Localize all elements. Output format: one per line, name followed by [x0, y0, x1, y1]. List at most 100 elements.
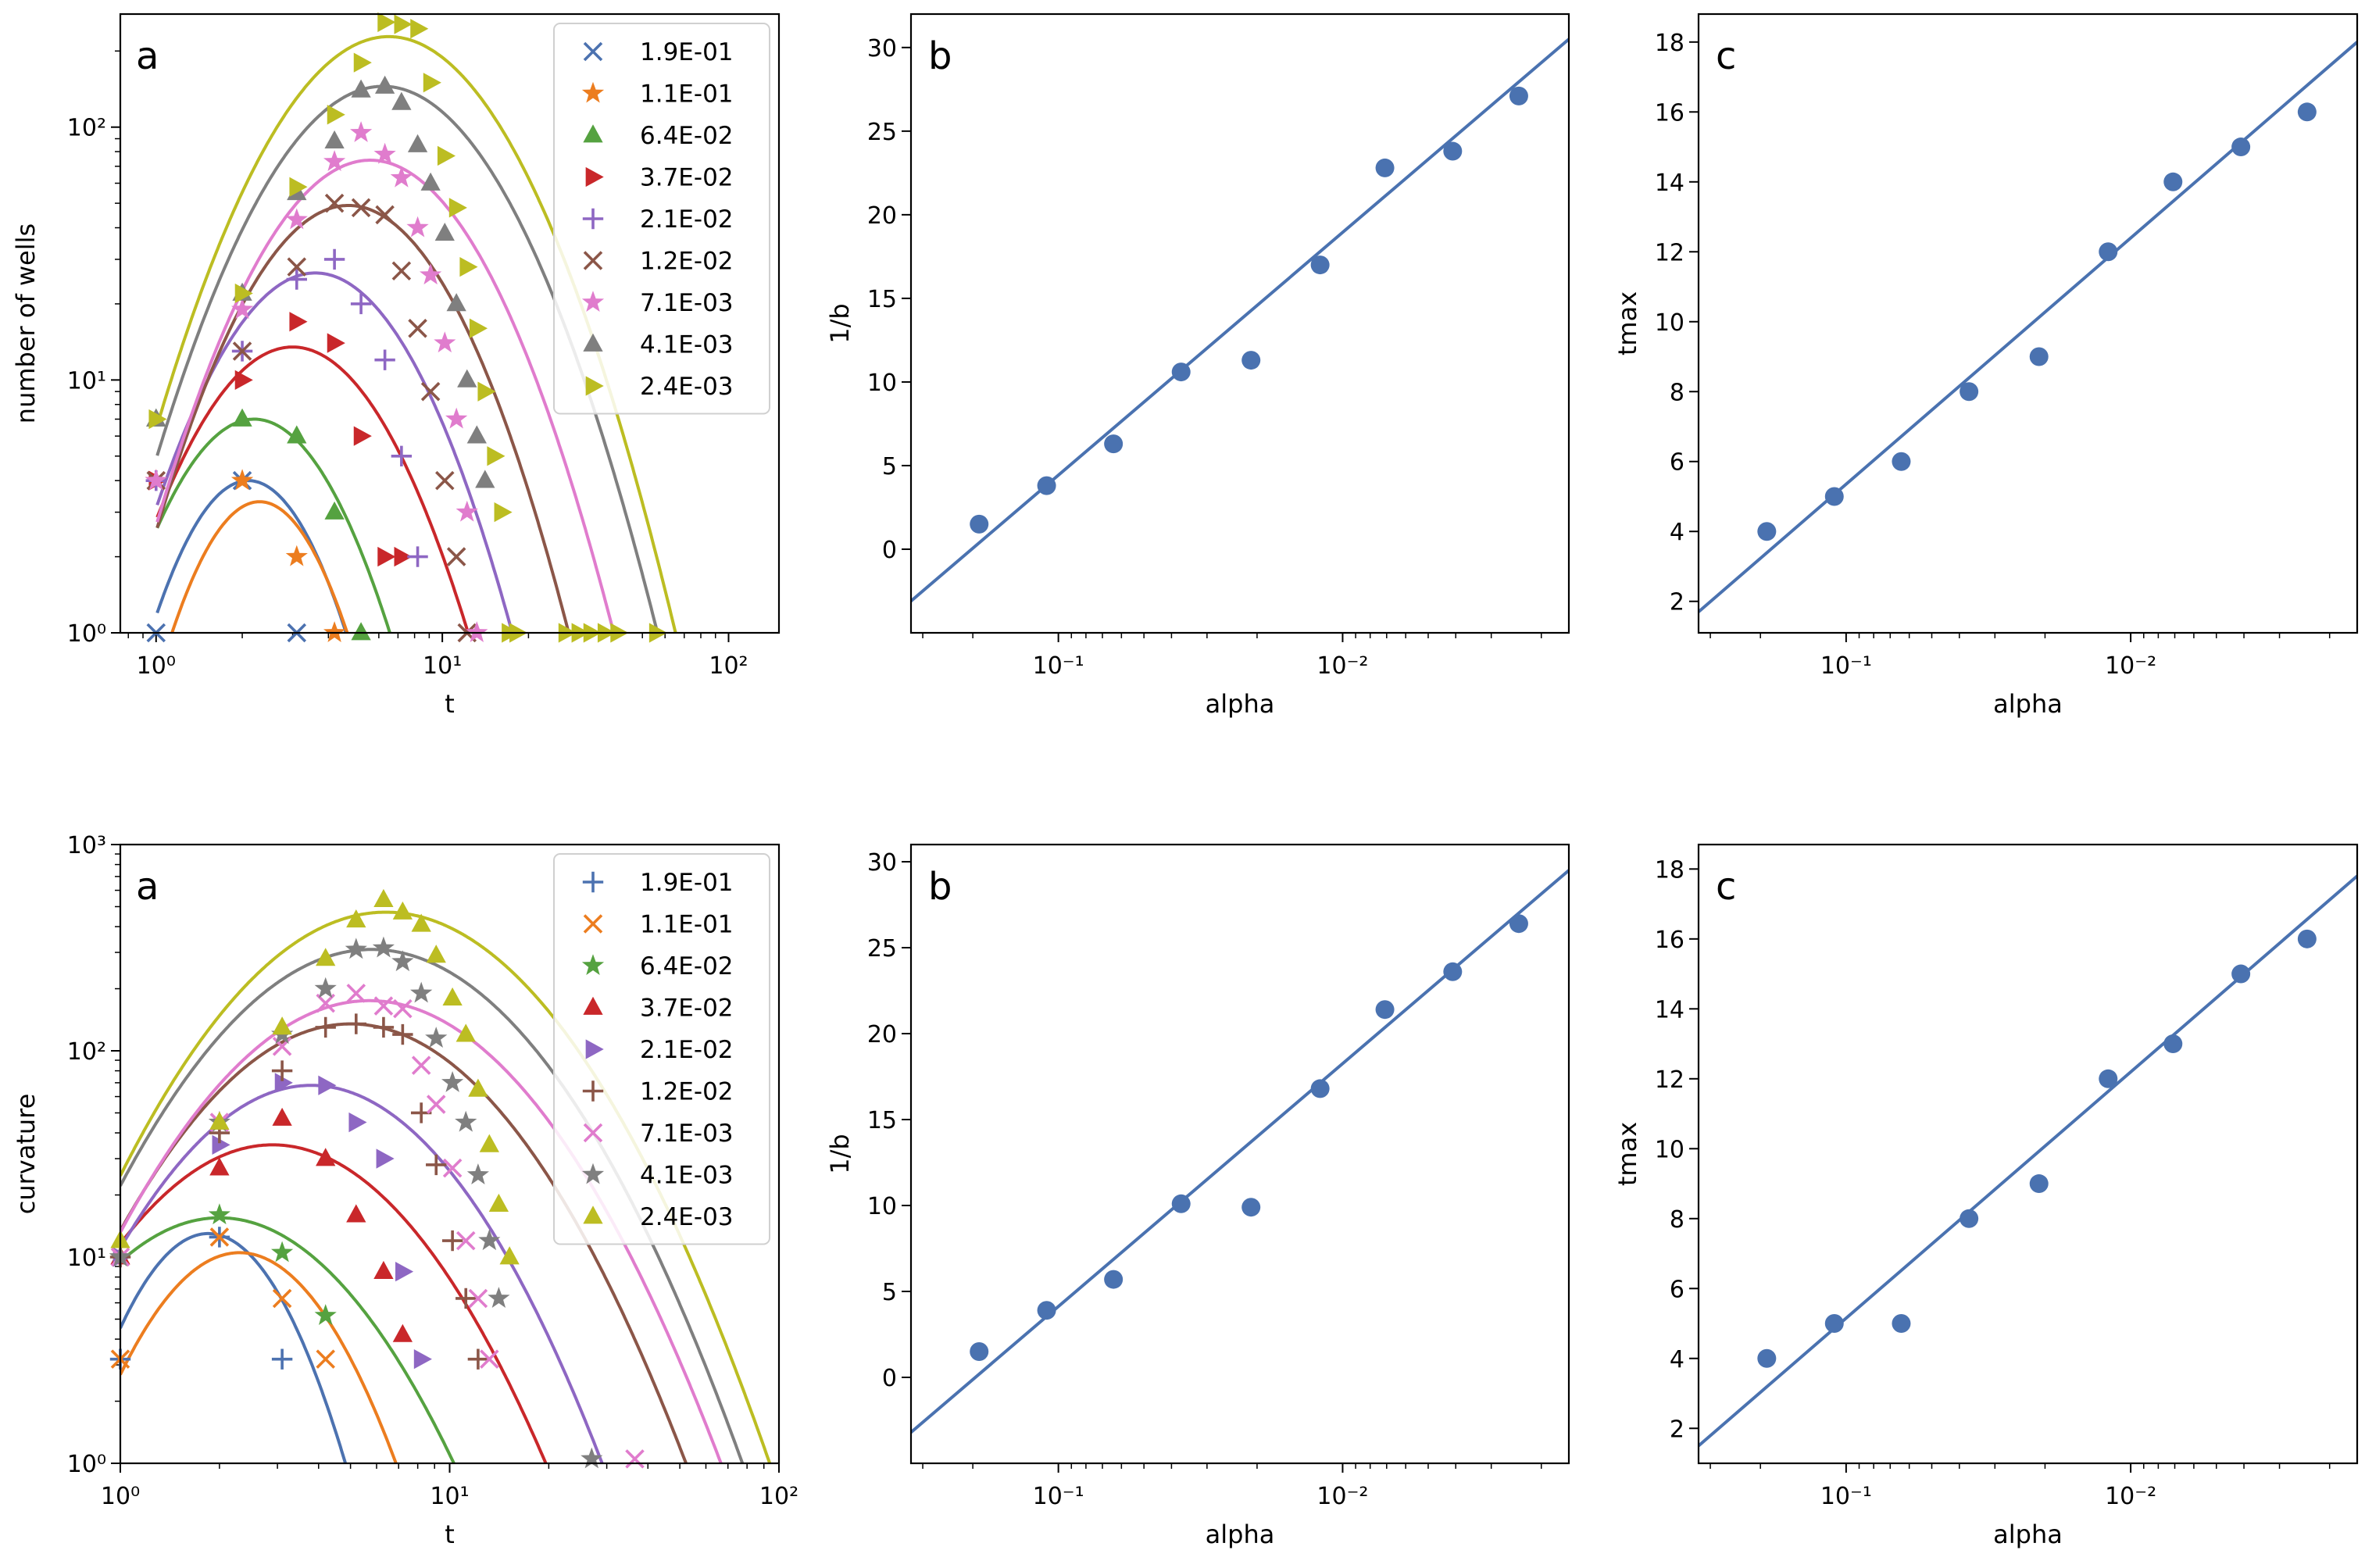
data-point [442, 1158, 463, 1178]
y-tick-label: 4 [1670, 1346, 1684, 1373]
data-point [2231, 138, 2251, 157]
data-point [314, 1304, 337, 1325]
fit-curve [155, 417, 392, 633]
fit-curve [155, 271, 514, 633]
panel-letter: c [1716, 34, 1736, 78]
data-point [272, 1288, 292, 1309]
data-point [346, 909, 366, 928]
y-tick-label: 14 [1655, 170, 1684, 197]
data-point [1824, 487, 1844, 506]
data-point [377, 546, 396, 567]
data-point [234, 370, 253, 391]
y-tick-label: 10 [867, 370, 897, 397]
data-point [423, 73, 441, 93]
legend-marker [583, 251, 603, 270]
y-tick-label: 10 [1655, 309, 1684, 337]
panel-1-axes: 10⁰ 10¹ 10² 10⁰ 10¹ 10² t number of wells a [11, 34, 748, 719]
y-tick-label: 8 [1670, 1206, 1684, 1234]
x-tick-label: 10⁻¹ [1033, 1483, 1084, 1510]
data-point [466, 621, 488, 642]
data-point [499, 1246, 520, 1265]
y-tick-label: 5 [882, 453, 897, 480]
fit-curve [120, 998, 723, 1463]
legend-marker [582, 871, 604, 893]
panel-2-axes: 10⁻¹ 10⁻² 0 5 10 15 20 25 30 alpha 1/b b [825, 34, 1542, 719]
legend-marker [585, 1039, 604, 1059]
y-tick-label: 20 [867, 1021, 897, 1048]
y-tick-label: 16 [1655, 927, 1684, 954]
x-tick-label: 10⁻¹ [1820, 652, 1872, 680]
data-point [466, 1163, 489, 1184]
panel-3-axes: 10⁻¹ 10⁻² 2 4 6 8 10 12 14 16 18 alpha tmax c [1613, 30, 2331, 719]
legend-marker [581, 291, 605, 312]
legend-label: 1.2E-02 [640, 248, 734, 276]
data-point [1375, 1000, 1395, 1020]
legend-marker [581, 954, 605, 975]
data-point [373, 1016, 395, 1038]
y-tick-label: 2 [1670, 1416, 1684, 1443]
legend-label: 1.1E-01 [640, 80, 734, 109]
data-point [351, 79, 371, 98]
data-point [411, 1055, 431, 1075]
y-tick-label: 12 [1655, 239, 1684, 266]
data-point [2231, 964, 2251, 984]
data-point [350, 293, 372, 315]
fit-line [911, 869, 1569, 1434]
data-point [232, 408, 252, 427]
fit-curve [120, 1216, 456, 1463]
data-point [230, 298, 254, 320]
data-point [1443, 141, 1463, 161]
data-point [148, 409, 167, 430]
data-point [271, 1241, 294, 1263]
data-point [445, 407, 468, 429]
y-tick-label: 15 [867, 286, 897, 313]
data-point [350, 121, 373, 142]
data-point [469, 318, 488, 338]
data-point [391, 445, 413, 466]
y-tick-label: 30 [867, 849, 897, 877]
data-point [408, 319, 427, 338]
data-point [2163, 1034, 2183, 1054]
x-tick-label: 10⁻² [2105, 652, 2156, 680]
data-point [375, 205, 395, 225]
legend-marker [585, 166, 604, 188]
panel-4-axes: 10⁰ 10¹ 10² 10⁰ 10¹ 10² 10³ t curvature a [11, 832, 798, 1549]
data-point [457, 369, 477, 388]
data-point [230, 469, 254, 491]
data-point [285, 208, 308, 230]
x-axis-label: t [445, 1520, 455, 1549]
data-point [426, 1154, 447, 1176]
data-point [411, 913, 431, 932]
data-point [1892, 1314, 1911, 1334]
y-tick-label: 10⁰ [67, 1451, 106, 1478]
data-point [1443, 962, 1463, 981]
fit-curve [120, 1251, 398, 1463]
data-point [467, 1348, 489, 1370]
data-point [478, 1229, 501, 1251]
data-point [287, 257, 307, 277]
data-point [442, 987, 463, 1005]
y-tick-label: 18 [1655, 856, 1684, 884]
legend-marker [583, 124, 603, 143]
fit-curve [155, 345, 470, 633]
data-point [1171, 1194, 1191, 1213]
data-point [1509, 86, 1528, 105]
data-point [1241, 1198, 1261, 1217]
data-point [441, 1071, 464, 1092]
data-point [1892, 452, 1911, 471]
x-tick-label: 10⁻¹ [1033, 652, 1084, 680]
data-point [351, 622, 371, 641]
legend-marker [581, 81, 605, 103]
panel-2-frame [909, 13, 1570, 634]
data-point [209, 1157, 230, 1176]
legend-marker [583, 1205, 603, 1224]
data-point [393, 998, 413, 1019]
fit-curve [155, 159, 616, 633]
legend-marker [582, 208, 604, 230]
data-point [1960, 1209, 1979, 1228]
fit-curve [120, 1022, 688, 1463]
data-point [970, 1342, 989, 1361]
x-tick-label: 10⁻² [1316, 1483, 1368, 1510]
legend-marker [581, 1163, 605, 1184]
